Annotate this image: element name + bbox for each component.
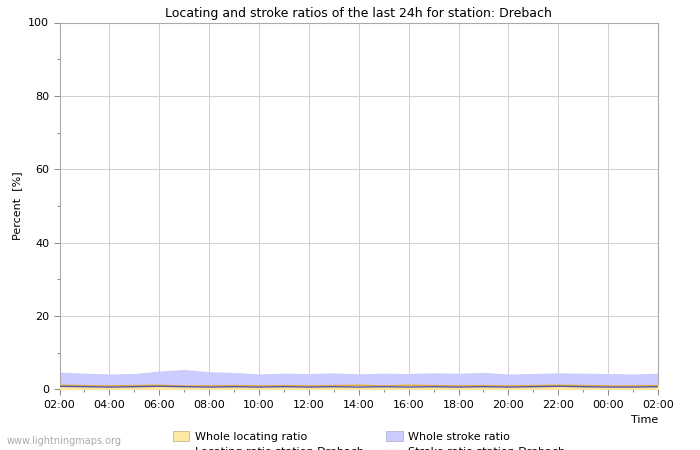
Legend: Whole locating ratio, Locating ratio station Drebach, Whole stroke ratio, Stroke: Whole locating ratio, Locating ratio sta… — [173, 432, 566, 450]
Text: Time: Time — [631, 415, 658, 425]
Title: Locating and stroke ratios of the last 24h for station: Drebach: Locating and stroke ratios of the last 2… — [165, 7, 552, 20]
Y-axis label: Percent  [%]: Percent [%] — [13, 171, 22, 240]
Text: www.lightningmaps.org: www.lightningmaps.org — [7, 436, 122, 446]
